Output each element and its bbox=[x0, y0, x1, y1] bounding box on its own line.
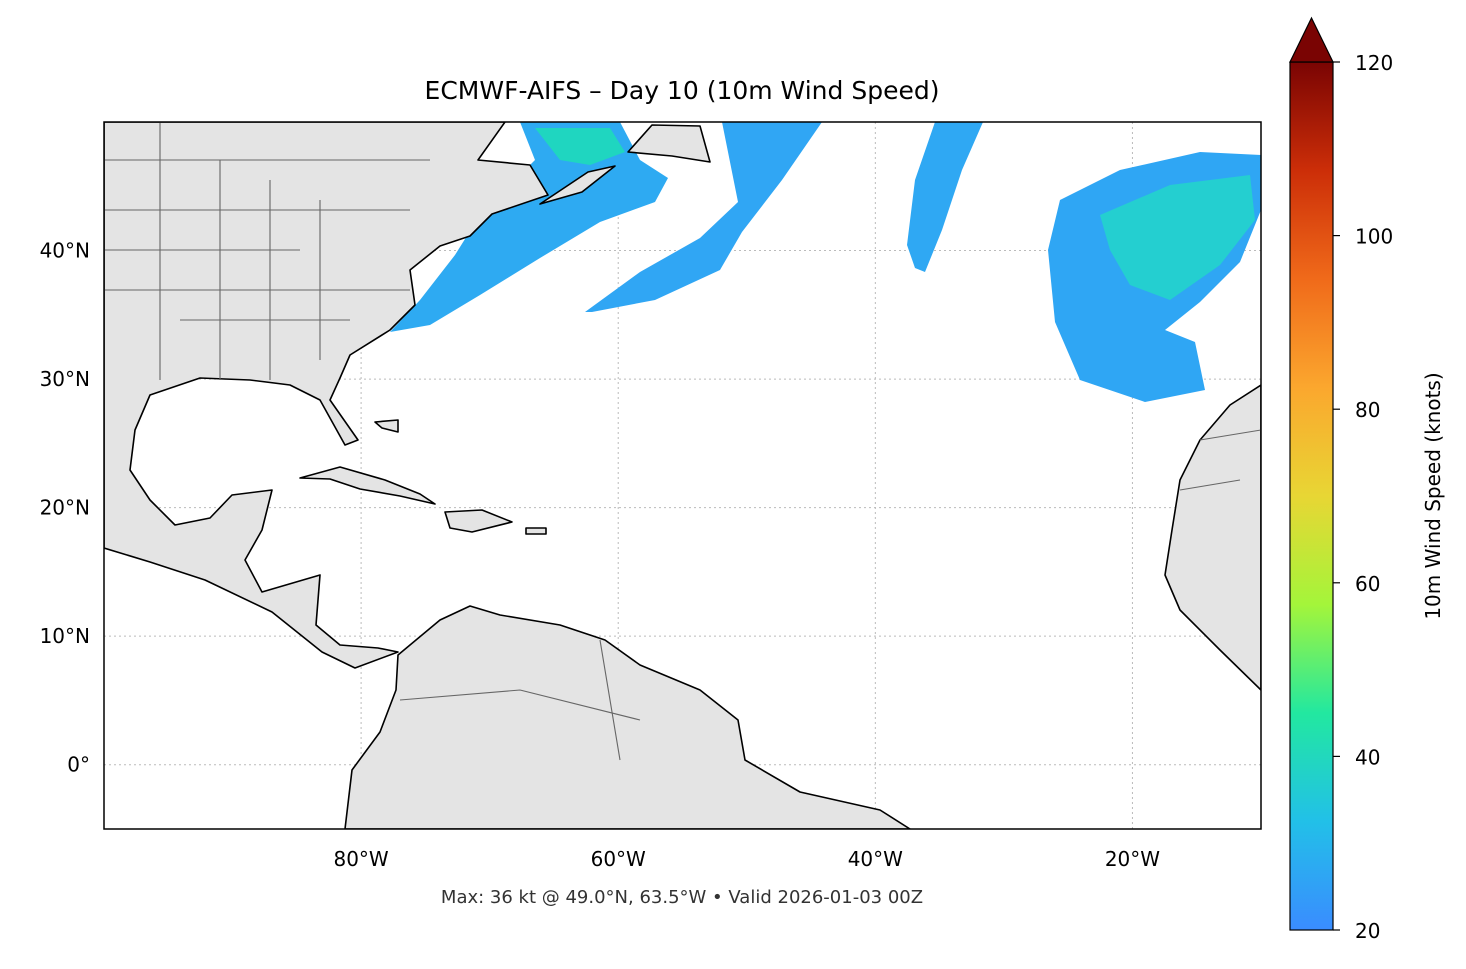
x-tick-label: 20°W bbox=[1105, 847, 1160, 871]
colorbar-label: 10m Wind Speed (knots) bbox=[1421, 372, 1445, 619]
plot-frame bbox=[103, 121, 1262, 830]
land-puerto-rico bbox=[525, 527, 547, 535]
y-tick-label: 30°N bbox=[40, 367, 90, 391]
colorbar-tick-label: 60 bbox=[1355, 572, 1380, 596]
colorbar-tick-label: 100 bbox=[1355, 225, 1393, 249]
land-cuba bbox=[299, 466, 436, 505]
land-north-america bbox=[104, 122, 549, 669]
y-tick-label: 0° bbox=[67, 753, 90, 777]
land-africa bbox=[1164, 384, 1261, 691]
state-borders bbox=[104, 122, 1261, 761]
x-tick-label: 60°W bbox=[591, 847, 646, 871]
map-layer bbox=[104, 122, 1261, 829]
footnote: Max: 36 kt @ 49.0°N, 63.5°W • Valid 2026… bbox=[441, 887, 923, 908]
wind-field bbox=[535, 128, 625, 165]
wind-field bbox=[1100, 175, 1255, 300]
wind-field bbox=[585, 122, 822, 312]
colorbar: 10m Wind Speed (knots) 20 40 60 80 100 120 bbox=[1289, 16, 1445, 943]
x-tick-label: 40°W bbox=[848, 847, 903, 871]
land-newfoundland bbox=[627, 124, 711, 163]
colorbar-body bbox=[1289, 61, 1334, 931]
land-nova-scotia bbox=[539, 165, 616, 205]
colorbar-extend bbox=[1289, 16, 1334, 63]
land-south-america bbox=[344, 605, 911, 829]
colorbar-tick-label: 20 bbox=[1355, 919, 1380, 943]
chart-title: ECMWF-AIFS – Day 10 (10m Wind Speed) bbox=[425, 76, 940, 105]
y-tick-label: 20°N bbox=[40, 496, 90, 520]
x-tick-label: 80°W bbox=[333, 847, 388, 871]
colorbar-tick-label: 80 bbox=[1355, 398, 1380, 422]
colorbar-tick-label: 40 bbox=[1355, 745, 1380, 769]
land-hispaniola bbox=[444, 509, 513, 533]
land-bahamas bbox=[374, 419, 399, 433]
y-tick-label: 10°N bbox=[40, 624, 90, 648]
y-tick-label: 40°N bbox=[40, 239, 90, 263]
wind-field bbox=[907, 122, 983, 272]
colorbar-tick-label: 120 bbox=[1355, 51, 1393, 75]
